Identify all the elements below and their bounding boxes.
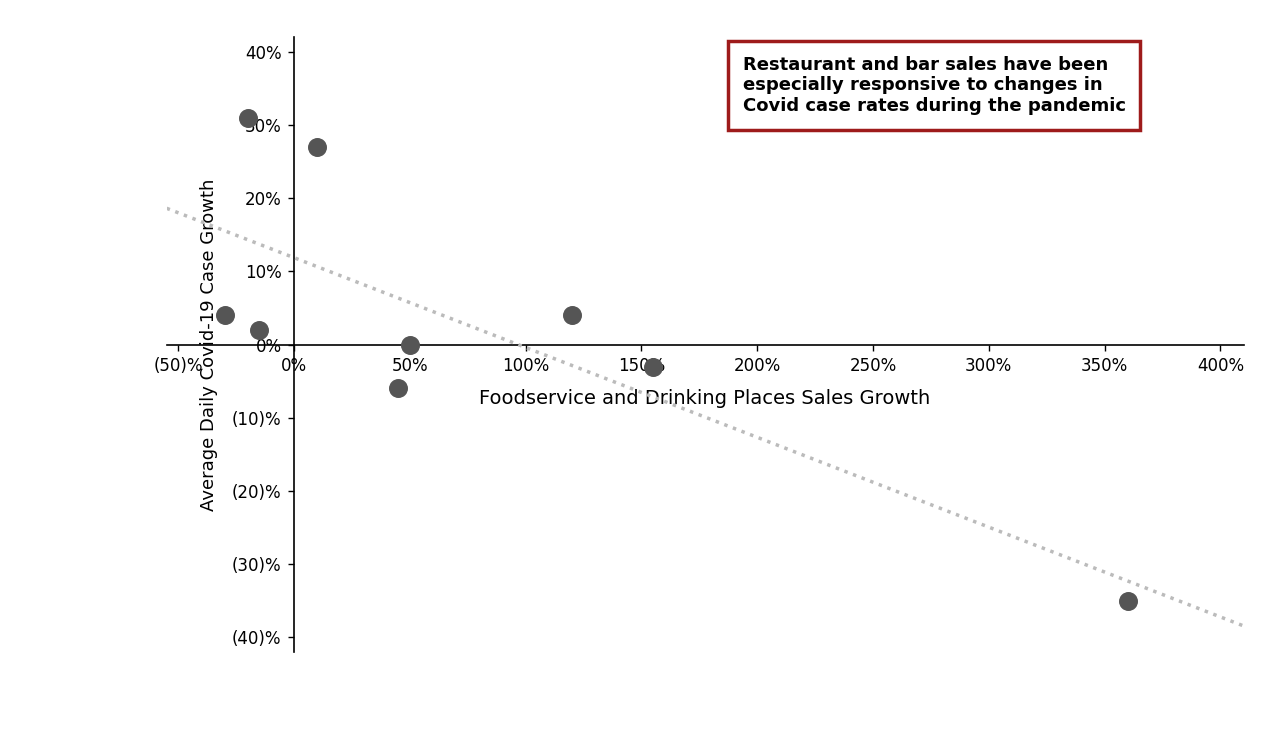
Point bbox=[237, 112, 258, 124]
Point bbox=[400, 339, 420, 350]
Point bbox=[642, 361, 663, 373]
Point bbox=[214, 309, 235, 321]
Point bbox=[1118, 595, 1138, 607]
Point bbox=[388, 382, 409, 394]
X-axis label: Foodservice and Drinking Places Sales Growth: Foodservice and Drinking Places Sales Gr… bbox=[479, 389, 931, 408]
Point bbox=[306, 141, 327, 153]
Text: Restaurant and bar sales have been
especially responsive to changes in
Covid cas: Restaurant and bar sales have been espec… bbox=[742, 56, 1126, 115]
Y-axis label: Average Daily Covid-19 Case Growth: Average Daily Covid-19 Case Growth bbox=[200, 179, 218, 511]
Point bbox=[249, 324, 269, 336]
Point bbox=[562, 309, 582, 321]
